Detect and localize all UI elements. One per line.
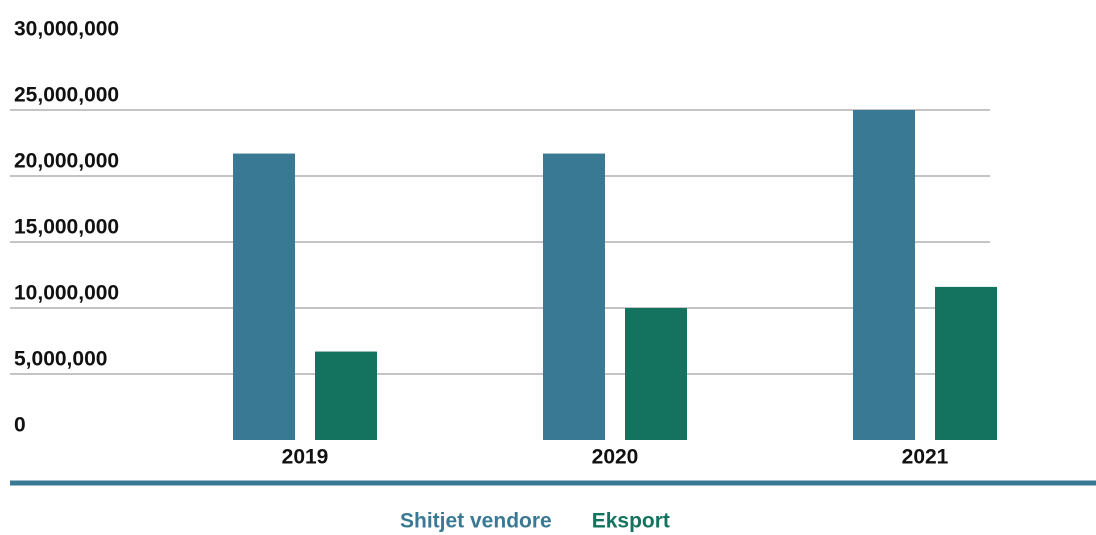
- y-tick-label: 5,000,000: [14, 348, 107, 371]
- legend-entry: Shitjet vendore: [400, 510, 552, 533]
- x-tick-label: 2019: [282, 446, 329, 469]
- bar: [935, 286, 997, 440]
- y-tick-label: 30,000,000: [14, 18, 119, 41]
- bar: [625, 308, 687, 440]
- y-tick-label: 25,000,000: [14, 84, 119, 107]
- x-tick-label: 2020: [592, 446, 639, 469]
- legend-entry: Eksport: [592, 510, 670, 533]
- y-tick-label: 15,000,000: [14, 216, 119, 239]
- bar: [233, 153, 295, 440]
- bar: [853, 110, 915, 440]
- y-tick-label: 20,000,000: [14, 150, 119, 173]
- y-tick-label: 10,000,000: [14, 282, 119, 305]
- bar: [543, 153, 605, 440]
- y-tick-label: 0: [14, 414, 26, 437]
- x-tick-label: 2021: [902, 446, 949, 469]
- bar: [315, 351, 377, 440]
